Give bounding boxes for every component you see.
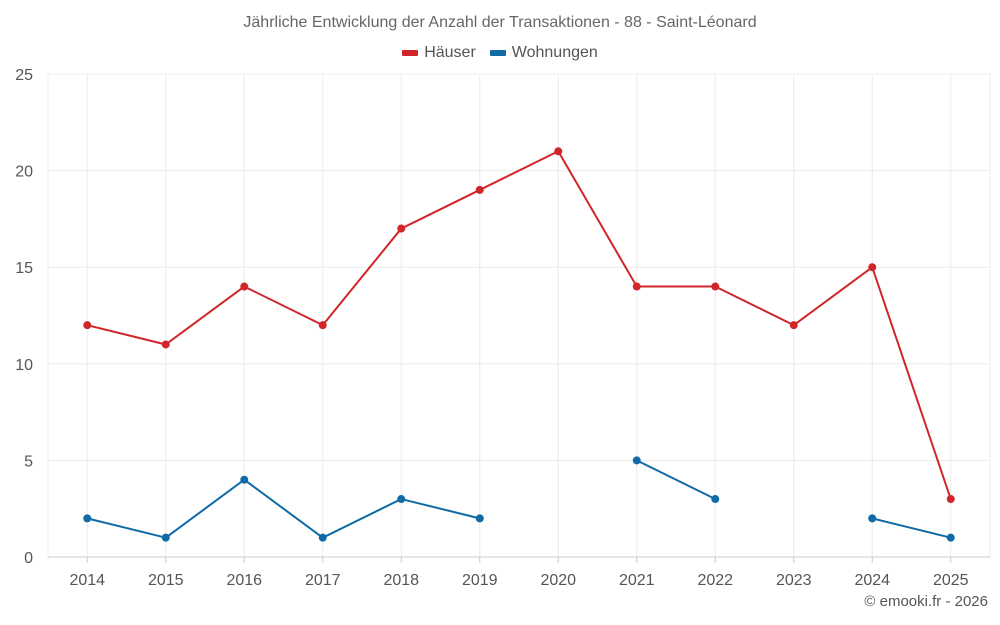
x-tick-label: 2025 [933, 572, 969, 589]
legend-label-apartments: Wohnungen [511, 44, 598, 61]
data-point-houses[interactable] [397, 224, 406, 233]
data-point-apartments[interactable] [475, 514, 484, 523]
data-point-houses[interactable] [83, 321, 92, 330]
x-tick-label: 2018 [383, 572, 419, 589]
legend-label-houses: Häuser [424, 44, 476, 61]
y-tick-label: 0 [24, 550, 33, 567]
data-point-houses[interactable] [318, 321, 327, 330]
legend-swatch-apartments [489, 50, 506, 56]
series-line-houses [87, 150, 952, 500]
data-point-apartments[interactable] [397, 495, 406, 504]
x-tick-label: 2022 [697, 572, 733, 589]
series-line-apartments [636, 459, 716, 500]
data-point-apartments[interactable] [632, 456, 641, 465]
grid [47, 73, 991, 557]
x-tick-label: 2019 [462, 572, 498, 589]
data-point-houses[interactable] [240, 282, 249, 291]
y-tick-label: 10 [15, 357, 33, 374]
data-point-houses[interactable] [161, 340, 170, 349]
series-line-apartments [872, 517, 951, 539]
data-point-apartments[interactable] [161, 533, 170, 542]
legend-item-houses[interactable]: Häuser [402, 44, 476, 62]
data-point-houses[interactable] [632, 282, 641, 291]
data-point-apartments[interactable] [711, 495, 720, 504]
x-tick-label: 2020 [540, 572, 576, 589]
data-point-apartments[interactable] [83, 514, 92, 523]
data-point-apartments[interactable] [946, 533, 955, 542]
x-tick-label: 2016 [226, 572, 262, 589]
chart-title: Jährliche Entwicklung der Anzahl der Tra… [243, 14, 757, 31]
data-point-apartments[interactable] [318, 533, 327, 542]
series-line-apartments [87, 478, 480, 539]
x-tick-label: 2015 [148, 572, 184, 589]
series-layer [83, 147, 955, 542]
x-tick-label: 2023 [776, 572, 812, 589]
data-point-houses[interactable] [946, 495, 955, 504]
x-tick-label: 2017 [305, 572, 341, 589]
data-point-houses[interactable] [789, 321, 798, 330]
legend: Häuser Wohnungen [0, 44, 1000, 62]
data-point-apartments[interactable] [868, 514, 877, 523]
x-tick-label: 2021 [619, 572, 655, 589]
x-tick-label: 2024 [854, 572, 890, 589]
data-point-houses[interactable] [475, 185, 484, 194]
data-point-houses[interactable] [711, 282, 720, 291]
copyright-text: © emooki.fr - 2026 [864, 593, 988, 610]
y-tick-label: 25 [15, 67, 33, 84]
legend-item-apartments[interactable]: Wohnungen [489, 44, 598, 62]
y-tick-label: 20 [15, 164, 33, 181]
legend-swatch-houses [402, 50, 419, 56]
x-tick-label: 2014 [69, 572, 105, 589]
data-point-apartments[interactable] [240, 475, 249, 484]
y-tick-label: 5 [24, 453, 33, 470]
y-tick-label: 15 [15, 260, 33, 277]
data-point-houses[interactable] [554, 147, 563, 156]
data-point-houses[interactable] [868, 263, 877, 272]
